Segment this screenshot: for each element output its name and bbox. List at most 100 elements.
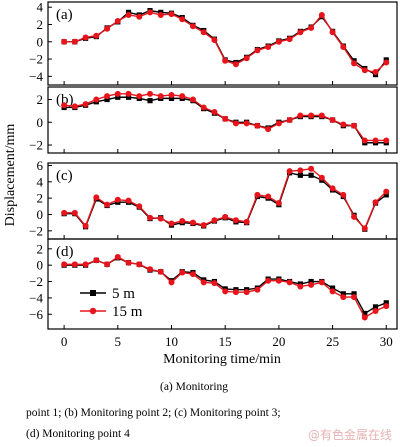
data-point-15m (125, 90, 132, 97)
data-point-15m (114, 254, 121, 260)
series-line-5m (64, 171, 387, 231)
data-point-15m (82, 101, 89, 108)
data-point-15m (222, 288, 229, 295)
data-point-15m (297, 167, 304, 174)
data-point-15m (361, 67, 368, 74)
legend-label: 15 m (112, 304, 143, 320)
y-tick-label: 4 (37, 174, 44, 189)
data-point-15m (82, 261, 89, 268)
y-tick-label: 2 (37, 92, 44, 107)
data-point-15m (243, 55, 250, 62)
data-point-15m (179, 93, 186, 100)
data-point-15m (286, 168, 293, 175)
data-point-15m (308, 24, 315, 31)
data-point-15m (351, 294, 358, 301)
legend-label: 5 m (112, 286, 135, 302)
data-point-15m (372, 69, 379, 76)
data-point-15m (147, 9, 154, 16)
data-point-15m (104, 25, 111, 32)
data-point-15m (189, 23, 196, 30)
data-point-15m (275, 120, 282, 127)
figure-caption-line-2: point 1; (b) Monitoring point 2; (c) Mon… (26, 407, 281, 419)
x-tick-label: 5 (115, 334, 122, 349)
data-point-15m (71, 261, 78, 268)
panel-label: (d) (56, 244, 74, 260)
data-point-15m (286, 36, 293, 43)
data-point-15m (383, 188, 390, 195)
data-point-15m (211, 280, 218, 287)
data-point-5m (308, 172, 314, 178)
data-point-15m (168, 91, 175, 98)
data-point-15m (361, 314, 368, 321)
x-tick-label: 25 (326, 334, 339, 349)
data-point-15m (254, 191, 261, 198)
data-point-15m (125, 197, 132, 204)
panel-label: (c) (56, 168, 73, 184)
data-point-15m (318, 279, 325, 286)
y-tick-label: 2 (37, 241, 44, 256)
y-tick-label: −2 (29, 138, 43, 153)
data-point-15m (222, 213, 229, 220)
data-point-15m (340, 191, 347, 198)
data-point-15m (189, 96, 196, 103)
data-point-15m (61, 38, 68, 45)
data-point-15m (275, 38, 282, 45)
y-tick-label: −2 (29, 52, 43, 67)
data-point-15m (329, 288, 336, 295)
data-point-5m (351, 291, 357, 297)
data-point-15m (61, 261, 68, 268)
data-point-15m (61, 102, 68, 109)
panel-frame (47, 238, 398, 330)
data-point-15m (168, 220, 175, 227)
panel-b: 2 0 −2 (b) (29, 86, 398, 154)
data-point-15m (136, 13, 143, 20)
data-point-15m (211, 37, 218, 44)
data-point-15m (340, 121, 347, 128)
data-point-15m (71, 209, 78, 216)
data-point-5m (308, 278, 314, 285)
data-point-15m (372, 137, 379, 144)
data-point-15m (275, 277, 282, 284)
data-point-15m (243, 120, 250, 127)
data-point-15m (211, 217, 218, 224)
series-line-5m (64, 9, 387, 76)
y-tick-label: 0 (37, 258, 44, 273)
data-point-5m (168, 95, 175, 101)
y-tick-label: −6 (29, 307, 43, 322)
data-point-15m (71, 38, 78, 45)
data-point-15m (179, 218, 186, 225)
data-point-15m (104, 93, 111, 100)
data-point-15m (265, 43, 272, 50)
data-point-15m (254, 286, 261, 293)
data-point-5m (340, 291, 346, 297)
data-point-15m (211, 109, 218, 116)
data-point-15m (351, 122, 358, 129)
y-tick-label: −2 (29, 274, 43, 289)
panel-label: (a) (56, 7, 73, 23)
data-point-15m (104, 261, 111, 268)
data-point-5m (372, 304, 379, 310)
data-point-15m (308, 165, 315, 172)
y-tick-label: 2 (37, 17, 44, 32)
data-point-15m (254, 122, 261, 129)
y-tick-label: 4 (37, 0, 44, 15)
data-point-15m (308, 281, 315, 288)
panel-d: 20−2−4−60 5 10 15 20 25 30(d)5 m15 m (29, 238, 398, 349)
data-point-15m (329, 185, 336, 192)
x-tick-label: 0 (61, 334, 68, 349)
data-point-15m (383, 137, 390, 144)
data-point-15m (157, 11, 164, 18)
legend-marker-circle (89, 307, 97, 315)
data-point-15m (179, 269, 186, 276)
data-point-15m (93, 194, 100, 201)
data-point-15m (93, 32, 100, 39)
y-tick-label: −4 (29, 290, 43, 305)
data-point-15m (168, 11, 175, 18)
data-point-15m (243, 289, 250, 296)
data-point-15m (329, 29, 336, 36)
data-point-15m (114, 90, 121, 97)
x-tick-label: 30 (380, 334, 393, 349)
data-point-15m (200, 222, 207, 229)
data-point-15m (232, 120, 239, 127)
